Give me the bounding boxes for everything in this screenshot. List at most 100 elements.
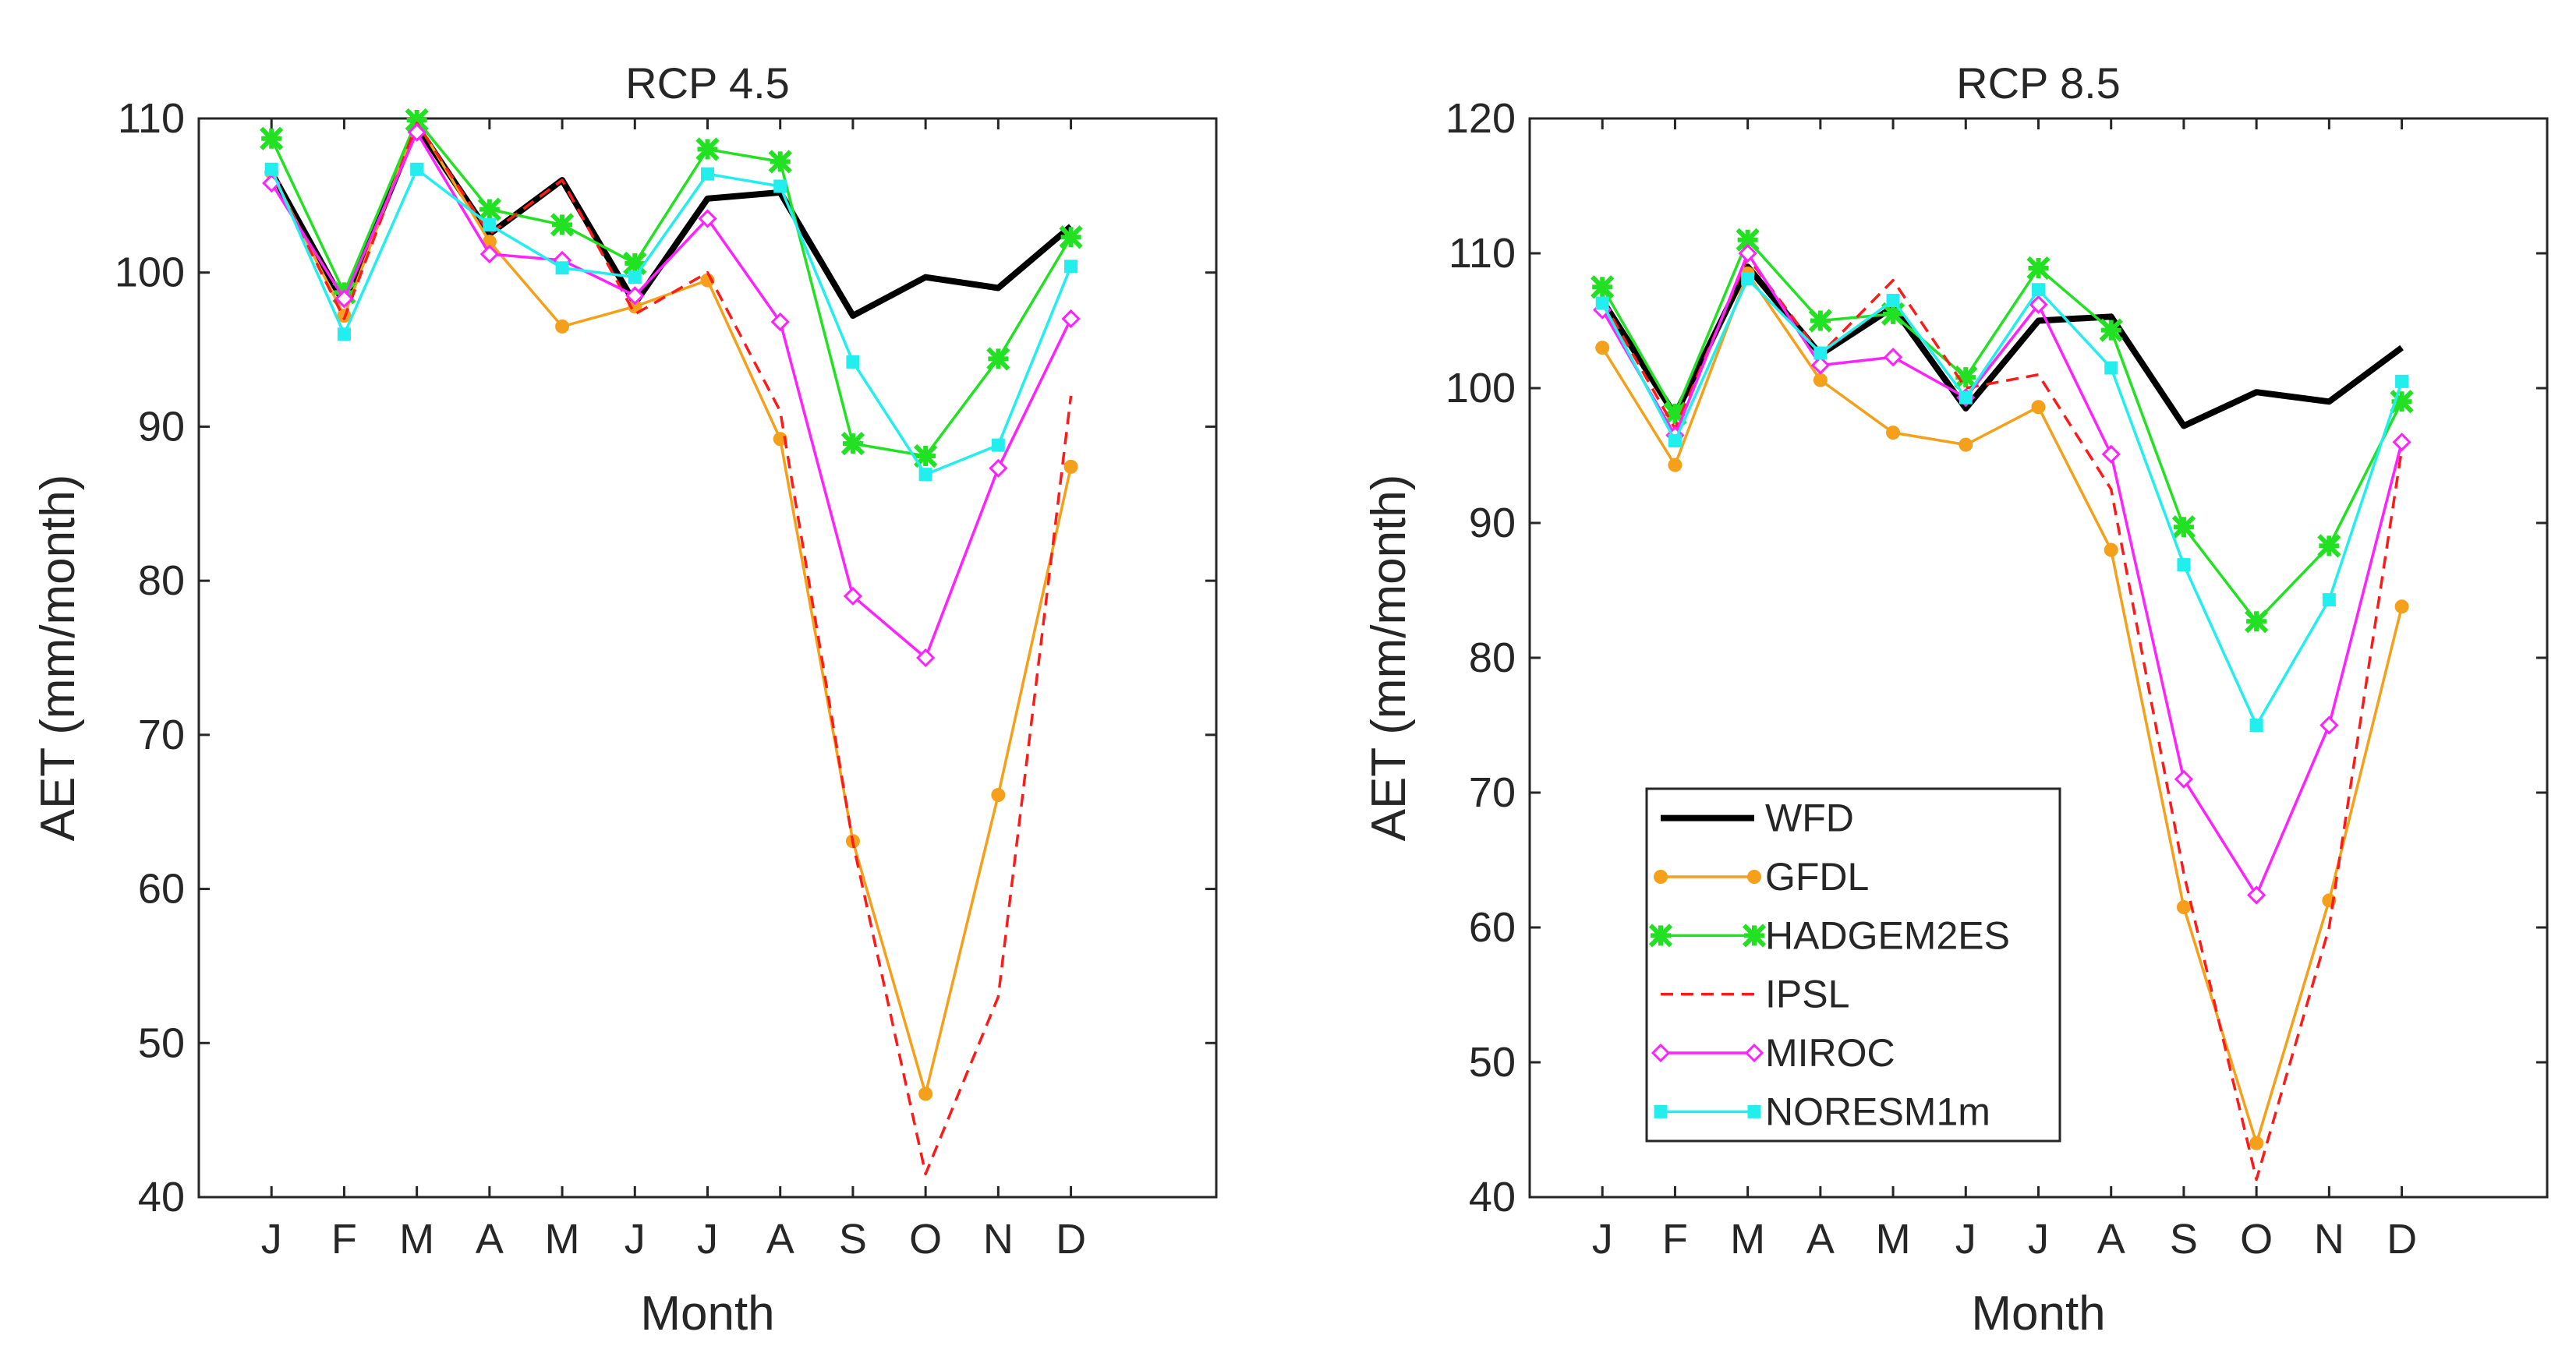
- legend-marker: [1747, 1104, 1761, 1118]
- legend-marker: [1744, 1043, 1764, 1063]
- x-tick-label: J: [1955, 1216, 1976, 1263]
- data-point: [1959, 437, 1973, 452]
- legend-marker: [1742, 924, 1767, 948]
- x-tick-label: A: [476, 1216, 504, 1263]
- y-tick-label: 100: [1445, 365, 1516, 412]
- series-line: [1599, 263, 2404, 429]
- series-noresm1m: [264, 162, 1078, 482]
- series-line: [270, 118, 1073, 457]
- legend-marker: [1654, 1104, 1668, 1118]
- x-tick-label: J: [625, 1216, 646, 1263]
- x-tick-label: J: [2028, 1216, 2049, 1263]
- x-tick-label: O: [2240, 1216, 2273, 1263]
- x-tick-label: D: [1056, 1216, 1086, 1263]
- data-point: [2322, 593, 2336, 607]
- data-point: [260, 126, 284, 150]
- y-tick-label: 50: [138, 1019, 185, 1066]
- series-line: [270, 168, 1073, 476]
- x-tick-label: N: [2314, 1216, 2344, 1263]
- data-point: [989, 458, 1008, 478]
- legend: WFD GFDL HADGEM2ES IPSL MIROC NORESM1m: [1645, 787, 2061, 1143]
- legend-marker: [1651, 1043, 1671, 1063]
- series-noresm1m: [1595, 272, 2409, 732]
- data-point: [1063, 459, 1078, 474]
- x-tick-label: M: [545, 1216, 580, 1263]
- data-point: [623, 251, 647, 275]
- legend-label: IPSL: [1765, 973, 1849, 1016]
- data-point: [916, 648, 936, 668]
- data-point: [2171, 515, 2196, 539]
- data-point: [1061, 309, 1081, 329]
- x-tick-label: S: [839, 1216, 867, 1263]
- data-point: [479, 244, 499, 264]
- series-line: [270, 131, 1073, 659]
- series-line: [270, 120, 1073, 1096]
- legend-label: GFDL: [1765, 855, 1869, 899]
- data-point: [986, 347, 1010, 371]
- series-ipsl: [1601, 256, 2404, 1182]
- data-point: [918, 1086, 933, 1101]
- data-point: [2104, 361, 2118, 375]
- data-point: [334, 289, 354, 309]
- data-point: [337, 327, 351, 341]
- data-point: [264, 162, 278, 176]
- y-tick-label: 110: [118, 95, 185, 142]
- x-tick-label: M: [1730, 1216, 1765, 1263]
- data-point: [914, 443, 938, 468]
- data-point: [2029, 295, 2048, 314]
- legend-label: MIROC: [1765, 1031, 1895, 1075]
- data-point: [2245, 609, 2269, 634]
- legend-label: WFD: [1765, 797, 1854, 840]
- data-point: [2099, 318, 2123, 342]
- y-tick-label: 60: [1469, 904, 1516, 951]
- data-point: [843, 586, 863, 606]
- data-point: [1059, 225, 1083, 249]
- data-point: [1064, 260, 1078, 274]
- data-point: [1810, 355, 1830, 375]
- data-point: [1736, 228, 1760, 252]
- series-line: [1601, 256, 2404, 1182]
- data-point: [2174, 769, 2194, 789]
- data-point: [407, 122, 426, 142]
- y-tick-label: 110: [1449, 230, 1516, 277]
- x-axis-title: Month: [640, 1287, 774, 1341]
- legend-marker: [1654, 870, 1668, 884]
- legend-box: [1645, 787, 2061, 1143]
- y-axis-title: AET (mm/month): [31, 475, 85, 842]
- data-point: [1595, 296, 1609, 310]
- y-tick-label: 50: [1469, 1039, 1516, 1086]
- legend-item-gfdl: GFDL: [1654, 855, 1869, 899]
- data-point: [991, 438, 1005, 452]
- x-axis-title: Month: [1971, 1287, 2105, 1341]
- data-point: [840, 432, 865, 456]
- data-point: [1738, 243, 1757, 263]
- data-point: [770, 312, 790, 332]
- data-point: [2104, 542, 2118, 557]
- data-point: [698, 209, 717, 228]
- legend-marker: [1648, 924, 1673, 948]
- legend-label: HADGEM2ES: [1765, 913, 2010, 957]
- y-tick-label: 70: [1469, 769, 1516, 816]
- data-point: [477, 197, 501, 221]
- x-tick-label: F: [1662, 1216, 1688, 1263]
- data-point: [1954, 366, 1978, 390]
- data-point: [2101, 444, 2121, 464]
- x-tick-label: J: [1592, 1216, 1613, 1263]
- x-tick-label: O: [909, 1216, 942, 1263]
- data-point: [1813, 373, 1828, 387]
- series-wfd: [1599, 263, 2404, 429]
- data-point: [2176, 900, 2191, 915]
- data-point: [2392, 433, 2411, 452]
- series-miroc: [262, 122, 1081, 668]
- y-tick-label: 40: [138, 1174, 185, 1221]
- data-point: [768, 150, 792, 174]
- series-line: [1601, 277, 2404, 727]
- data-point: [2317, 534, 2341, 558]
- y-tick-label: 80: [138, 557, 185, 604]
- data-point: [773, 432, 787, 447]
- legend-item-noresm1m: NORESM1m: [1654, 1090, 1990, 1133]
- chart-title: RCP 8.5: [1956, 58, 2121, 108]
- y-tick-label: 120: [1445, 95, 1516, 142]
